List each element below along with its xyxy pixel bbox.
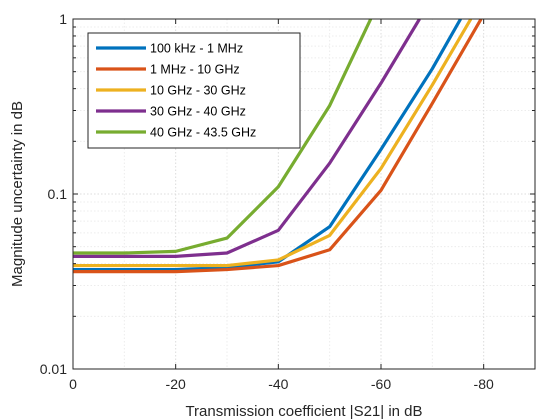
series-line-2: [73, 19, 483, 274]
x-axis-title: Transmission coefficient |S21| in dB: [185, 403, 422, 420]
axis-ticks: 0 -20 -40 -60 -80 0.01 0.1 1: [40, 11, 535, 392]
legend-label: 30 GHz - 40 GHz: [150, 105, 246, 119]
series-line-5: [73, 19, 373, 255]
plot-lines: [73, 19, 483, 274]
legend-label: 100 kHz - 1 MHz: [150, 42, 243, 56]
x-tick-label: -60: [371, 376, 391, 392]
x-tick-label: -80: [474, 376, 494, 392]
x-tick-label: -40: [268, 376, 288, 392]
legend: 100 kHz - 1 MHz 1 MHz - 10 GHz 10 GHz - 30…: [87, 32, 301, 149]
y-tick-label: 0.1: [48, 186, 68, 202]
series-line-4: [73, 19, 421, 258]
series-line-1: [73, 19, 462, 272]
y-tick-label: 0.01: [40, 361, 67, 377]
x-tick-label: -20: [166, 376, 186, 392]
y-tick-label: 1: [59, 11, 67, 27]
legend-label: 40 GHz - 43.5 GHz: [150, 126, 256, 140]
x-tick-label: 0: [69, 376, 77, 392]
legend-label: 10 GHz - 30 GHz: [150, 84, 246, 98]
y-axis-title: Magnitude uncertainty in dB: [9, 101, 26, 287]
legend-label: 1 MHz - 10 GHz: [150, 63, 240, 77]
series-line-3: [73, 19, 473, 268]
